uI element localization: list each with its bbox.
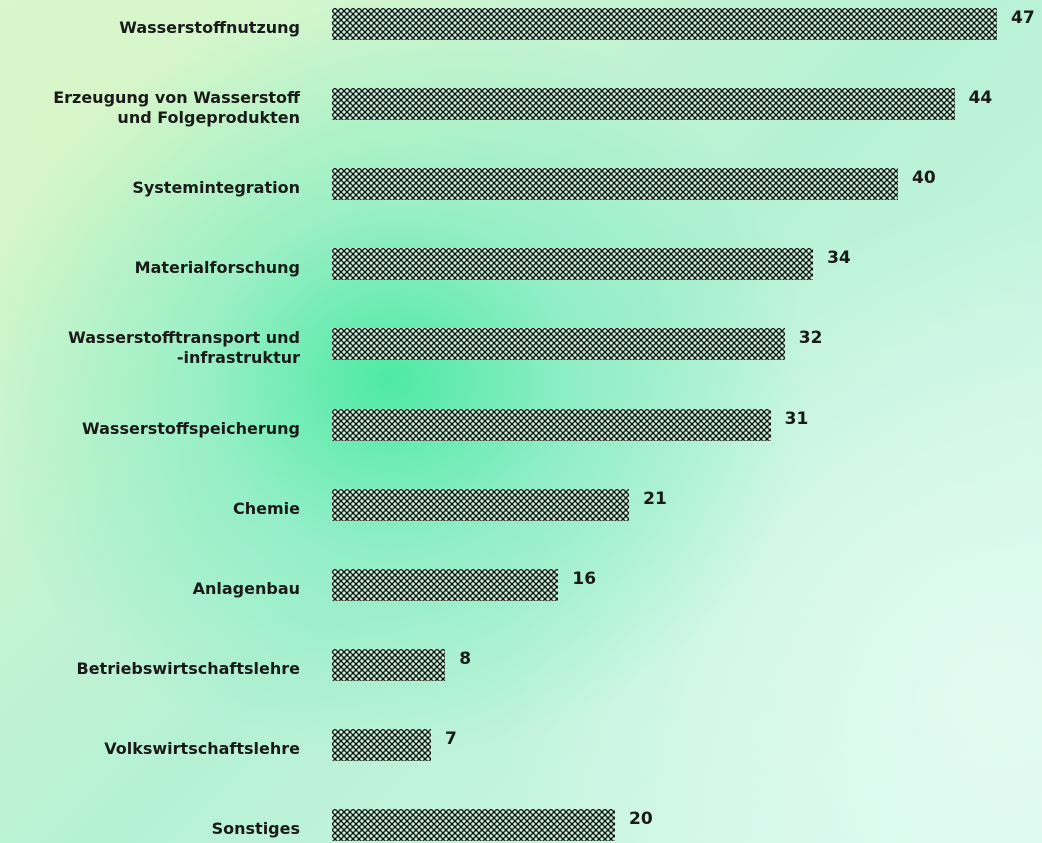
category-label: Materialforschung [134, 258, 300, 278]
category-label: Wasserstofftransport und -infrastruktur [68, 328, 300, 368]
bar [332, 568, 559, 601]
bar [332, 248, 814, 281]
value-label: 47 [1011, 8, 1035, 28]
value-label: 16 [572, 568, 597, 589]
value-label: 20 [629, 809, 653, 829]
category-label: Wasserstoffnutzung [119, 18, 300, 37]
value-label: 34 [827, 248, 851, 269]
value-label: 44 [968, 88, 993, 109]
bar [332, 809, 615, 841]
bar [332, 488, 630, 521]
bar [332, 648, 446, 681]
category-label: Betriebswirtschaftslehre [76, 658, 301, 678]
bar [332, 168, 898, 201]
bar [332, 328, 785, 361]
category-label: Systemintegration [132, 178, 300, 198]
bar [332, 728, 432, 761]
value-label: 8 [459, 648, 472, 669]
value-label: 32 [798, 328, 823, 349]
category-label: Anlagenbau [192, 578, 300, 598]
category-label: Volkswirtschaftslehre [104, 738, 300, 758]
bar [332, 88, 955, 121]
category-label: Sonstiges [211, 819, 300, 838]
category-label: Erzeugung von Wasserstoff und Folgeprodu… [53, 88, 300, 128]
value-label: 21 [643, 488, 667, 509]
bar [332, 408, 771, 441]
category-label: Wasserstoffspeicherung [82, 418, 300, 438]
value-label: 7 [445, 728, 457, 749]
value-label: 31 [784, 408, 809, 429]
bar [332, 8, 998, 40]
category-label: Chemie [233, 498, 300, 518]
value-label: 40 [912, 168, 936, 189]
